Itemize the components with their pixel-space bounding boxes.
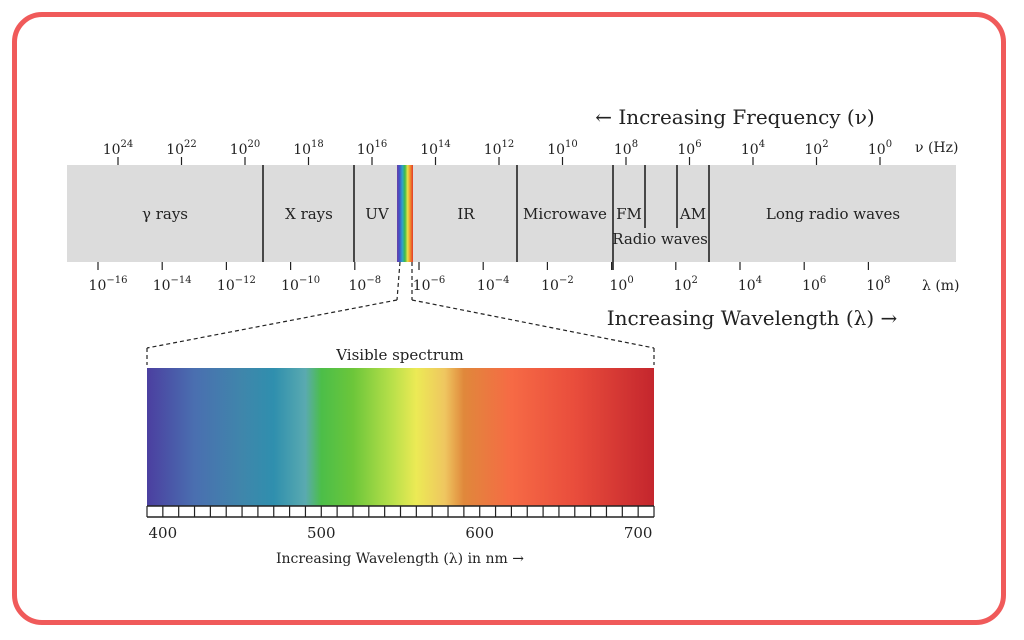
band-dividers — [262, 165, 710, 270]
wavelength-tick-label: 102 — [674, 275, 698, 294]
wavelength-tick-label: 10−6 — [413, 275, 446, 294]
frequency-tick-label: 104 — [741, 139, 765, 158]
nm-tick-label: 600 — [465, 524, 494, 542]
frequency-tick-label: 1016 — [357, 139, 388, 158]
visible-xlabel: Increasing Wavelength (λ) in nm → — [276, 551, 524, 567]
zoom-left-drop — [396, 261, 401, 301]
wavelength-unit: λ (m) — [922, 278, 960, 294]
wavelength-tick-label: 10−2 — [541, 275, 574, 294]
wavelength-tick-label: 106 — [802, 275, 826, 294]
wavelength-tick-label: 100 — [609, 275, 633, 294]
frequency-tick-label: 1018 — [293, 139, 324, 158]
band-microwave: Microwave — [523, 205, 607, 223]
wavelength-tick-label: 10−12 — [217, 275, 256, 294]
nm-tick-label: 700 — [624, 524, 653, 542]
nm-tick-label: 400 — [149, 524, 178, 542]
frequency-tick-label: 1012 — [484, 139, 515, 158]
nm-tick-labels: 400 500 600 700 — [149, 524, 653, 542]
frequency-title: ← Increasing Frequency (ν) — [595, 105, 874, 129]
band-long-radio: Long radio waves — [766, 205, 900, 223]
frequency-tick-label: 108 — [614, 139, 638, 158]
visible-spectrum-bar — [147, 368, 654, 506]
wavelength-tick-label: 10−14 — [153, 275, 192, 294]
wavelength-tick-labels: 10−16 10−14 10−12 10−10 10−8 10−6 10−4 10−2 100 1… — [89, 275, 891, 294]
frequency-tick-label: 1020 — [230, 139, 261, 158]
nm-ruler — [146, 505, 655, 518]
frequency-tick-labels: 1024 1022 1020 1018 1016 1014 1012 1010 108 106 10… — [103, 139, 892, 158]
wavelength-tick-label: 104 — [738, 275, 762, 294]
frequency-tick-label: 1024 — [103, 139, 134, 158]
frequency-tick-label: 1010 — [547, 139, 578, 158]
frequency-tick-label: 102 — [804, 139, 828, 158]
band-radio-waves: Radio waves — [612, 230, 708, 248]
wavelength-tick-label: 10−4 — [477, 275, 510, 294]
band-am: AM — [679, 205, 706, 223]
band-uv: UV — [365, 205, 390, 223]
band-xray: X rays — [285, 205, 333, 223]
frequency-tick-label: 106 — [677, 139, 701, 158]
wavelength-tick-label: 10−16 — [89, 275, 128, 294]
wavelength-tick-label: 10−8 — [349, 275, 382, 294]
wavelength-tick-label: 10−10 — [281, 275, 320, 294]
frequency-tick-label: 100 — [868, 139, 892, 158]
zoom-right-diagonal — [411, 299, 655, 349]
visible-title: Visible spectrum — [335, 346, 464, 364]
visible-strip — [397, 165, 413, 262]
band-ir: IR — [457, 205, 475, 223]
spectrum-band — [67, 165, 956, 262]
frequency-tick-label: 1022 — [166, 139, 197, 158]
zoom-lines — [146, 261, 655, 365]
frequency-ticks — [117, 157, 881, 165]
band-gamma: γ rays — [142, 205, 188, 223]
nm-tick-label: 500 — [307, 524, 336, 542]
wavelength-title: Increasing Wavelength (λ) → — [607, 306, 898, 330]
band-fm: FM — [616, 205, 642, 223]
wavelength-ticks — [97, 262, 870, 270]
zoom-left-diagonal — [146, 299, 398, 349]
frequency-tick-label: 1014 — [420, 139, 451, 158]
diagram-frame — [12, 12, 1006, 625]
frequency-unit: ν (Hz) — [915, 140, 958, 156]
wavelength-tick-label: 108 — [866, 275, 890, 294]
